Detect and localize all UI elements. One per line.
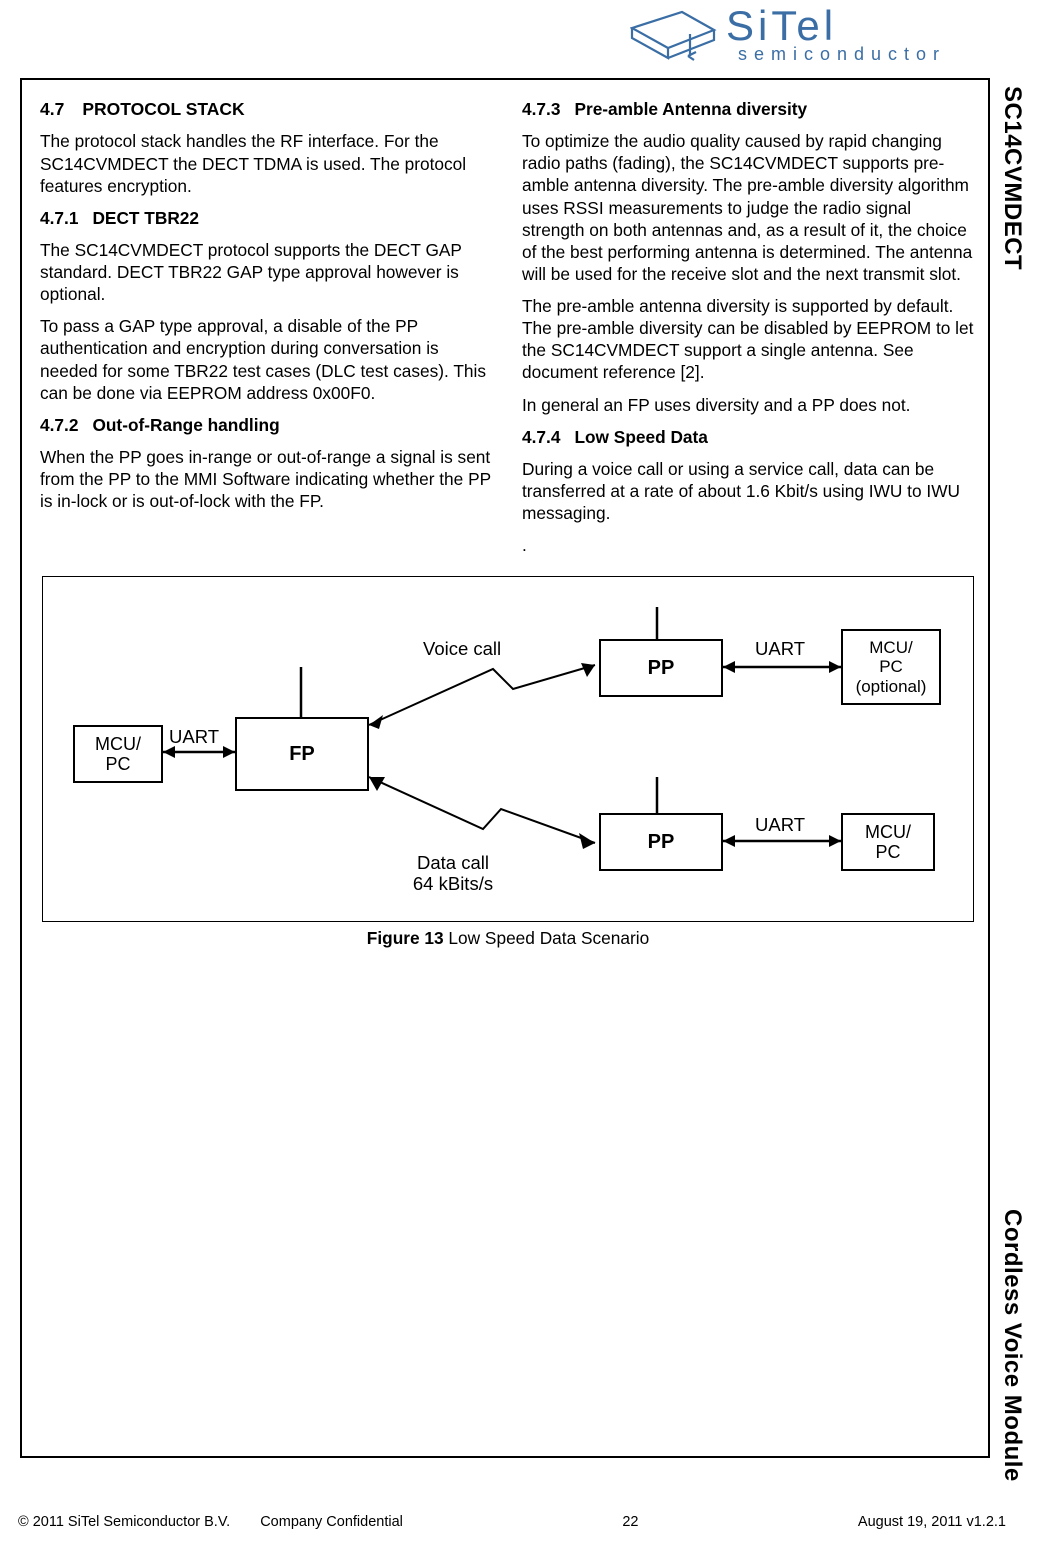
node-fp: FP — [235, 717, 369, 791]
para-dot: . — [522, 534, 976, 556]
figure-13-diagram: MCU/PC FP PP PP MCU/PC(optional) MCU/PC … — [42, 576, 974, 922]
right-column: 4.7.3Pre-amble Antenna diversity To opti… — [522, 98, 976, 566]
heading-4-7-2: 4.7.2Out-of-Range handling — [40, 414, 494, 436]
brand-logo: SiTel semiconductor — [630, 6, 990, 66]
figure-13-caption: Figure 13 Low Speed Data Scenario — [40, 928, 976, 949]
node-pp-top: PP — [599, 639, 723, 697]
label-voice-call: Voice call — [423, 639, 501, 659]
para-4-7-2: When the PP goes in-range or out-of-rang… — [40, 446, 494, 512]
left-column: 4.7PROTOCOL STACK The protocol stack han… — [40, 98, 494, 566]
label-uart-top: UART — [755, 639, 805, 659]
page-footer: © 2011 SiTel Semiconductor B.V. Company … — [18, 1514, 1006, 1530]
footer-page-num: 22 — [622, 1514, 638, 1530]
para-4-7: The protocol stack handles the RF interf… — [40, 130, 494, 196]
footer-copyright: © 2011 SiTel Semiconductor B.V. — [18, 1514, 230, 1530]
label-uart-bot: UART — [755, 815, 805, 835]
para-4-7-3a: To optimize the audio quality caused by … — [522, 130, 976, 285]
para-4-7-3c: In general an FP uses diversity and a PP… — [522, 394, 976, 416]
node-mcu-pc-top: MCU/PC(optional) — [841, 629, 941, 705]
heading-4-7: 4.7PROTOCOL STACK — [40, 98, 494, 120]
node-mcu-pc-left: MCU/PC — [73, 725, 163, 783]
label-uart-left: UART — [169, 727, 219, 747]
heading-4-7-1: 4.7.1DECT TBR22 — [40, 207, 494, 229]
para-4-7-3b: The pre-amble antenna diversity is suppo… — [522, 295, 976, 384]
heading-4-7-4: 4.7.4Low Speed Data — [522, 426, 976, 448]
label-data-call: Data call64 kBits/s — [393, 853, 513, 894]
side-label-module: Cordless Voice Module — [998, 1209, 1026, 1482]
para-4-7-4: During a voice call or using a service c… — [522, 458, 976, 524]
footer-confidential: Company Confidential — [260, 1514, 403, 1530]
side-label-product: SC14CVMDECT — [998, 86, 1026, 270]
para-4-7-1b: To pass a GAP type approval, a disable o… — [40, 315, 494, 404]
node-pp-bot: PP — [599, 813, 723, 871]
footer-date: August 19, 2011 v1.2.1 — [858, 1514, 1006, 1530]
heading-4-7-3: 4.7.3Pre-amble Antenna diversity — [522, 98, 976, 120]
brand-top-text: SiTel — [726, 6, 837, 49]
content-frame: 4.7PROTOCOL STACK The protocol stack han… — [20, 78, 990, 1458]
node-mcu-pc-bot: MCU/PC — [841, 813, 935, 871]
para-4-7-1a: The SC14CVMDECT protocol supports the DE… — [40, 239, 494, 305]
brand-sub-text: semiconductor — [738, 44, 946, 64]
